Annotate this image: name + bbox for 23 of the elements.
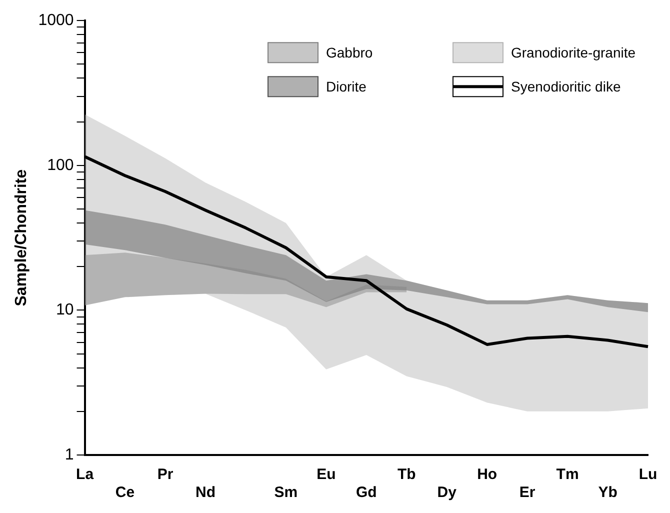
x-tick-label: Sm <box>274 484 298 502</box>
y-tick-label: 1 <box>64 446 74 464</box>
y-tick-label: 10 <box>56 302 74 319</box>
legend-label: Granodiorite-granite <box>511 44 636 60</box>
x-tick-label: Dy <box>437 484 458 502</box>
x-tick-label: Nd <box>195 484 216 502</box>
x-tick-label: Ce <box>115 484 135 502</box>
x-tick-label: Er <box>519 484 536 502</box>
y-axis-title: Sample/Chondrite <box>13 169 30 306</box>
x-tick-label: Tm <box>556 466 579 484</box>
legend-label: Syenodioritic dike <box>511 78 621 94</box>
x-tick-label: Yb <box>598 484 618 502</box>
x-tick-label: La <box>76 466 94 484</box>
y-tick-label: 100 <box>47 156 74 174</box>
x-tick-label: Tb <box>397 466 416 484</box>
legend-label: Gabbro <box>326 44 373 60</box>
y-tick-label: 1000 <box>38 12 74 30</box>
x-tick-label: Gd <box>356 484 377 502</box>
x-tick-label: Eu <box>316 466 336 484</box>
legend-label: Diorite <box>326 78 367 94</box>
x-tick-label: Lu <box>638 466 658 484</box>
x-tick-label: Ho <box>477 466 498 484</box>
x-tick-label: Pr <box>157 466 174 484</box>
